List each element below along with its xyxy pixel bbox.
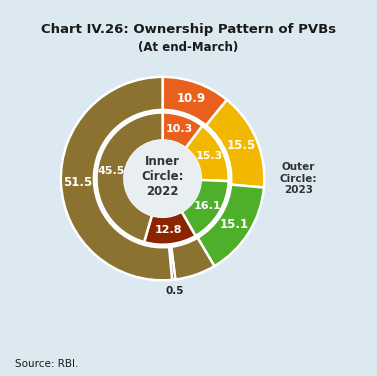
Text: Source: RBI.: Source: RBI. [15,359,78,368]
Wedge shape [61,77,172,280]
Text: 15.5: 15.5 [227,139,256,152]
Text: 0.5: 0.5 [166,286,184,296]
Text: 51.5: 51.5 [63,176,92,189]
Text: (At end-March): (At end-March) [138,41,239,55]
Text: 12.8: 12.8 [155,225,182,235]
Text: Inner
Circle:
2022: Inner Circle: 2022 [141,155,184,197]
Wedge shape [97,112,162,242]
Wedge shape [162,112,202,148]
Wedge shape [206,100,264,188]
Circle shape [124,141,201,217]
Wedge shape [182,180,229,236]
Wedge shape [162,77,227,126]
Text: 16.1: 16.1 [193,200,221,211]
Text: 10.3: 10.3 [166,124,193,134]
Text: 45.5: 45.5 [97,166,125,176]
Text: 15.3: 15.3 [196,151,223,161]
Text: Outer
Circle:
2023: Outer Circle: 2023 [280,162,317,195]
Wedge shape [169,247,175,280]
Text: Chart IV.26: Ownership Pattern of PVBs: Chart IV.26: Ownership Pattern of PVBs [41,23,336,36]
Wedge shape [171,238,215,279]
Wedge shape [198,185,264,266]
Text: 10.9: 10.9 [177,92,206,105]
Wedge shape [185,126,229,181]
Wedge shape [144,212,196,245]
Text: 15.1: 15.1 [220,218,249,230]
